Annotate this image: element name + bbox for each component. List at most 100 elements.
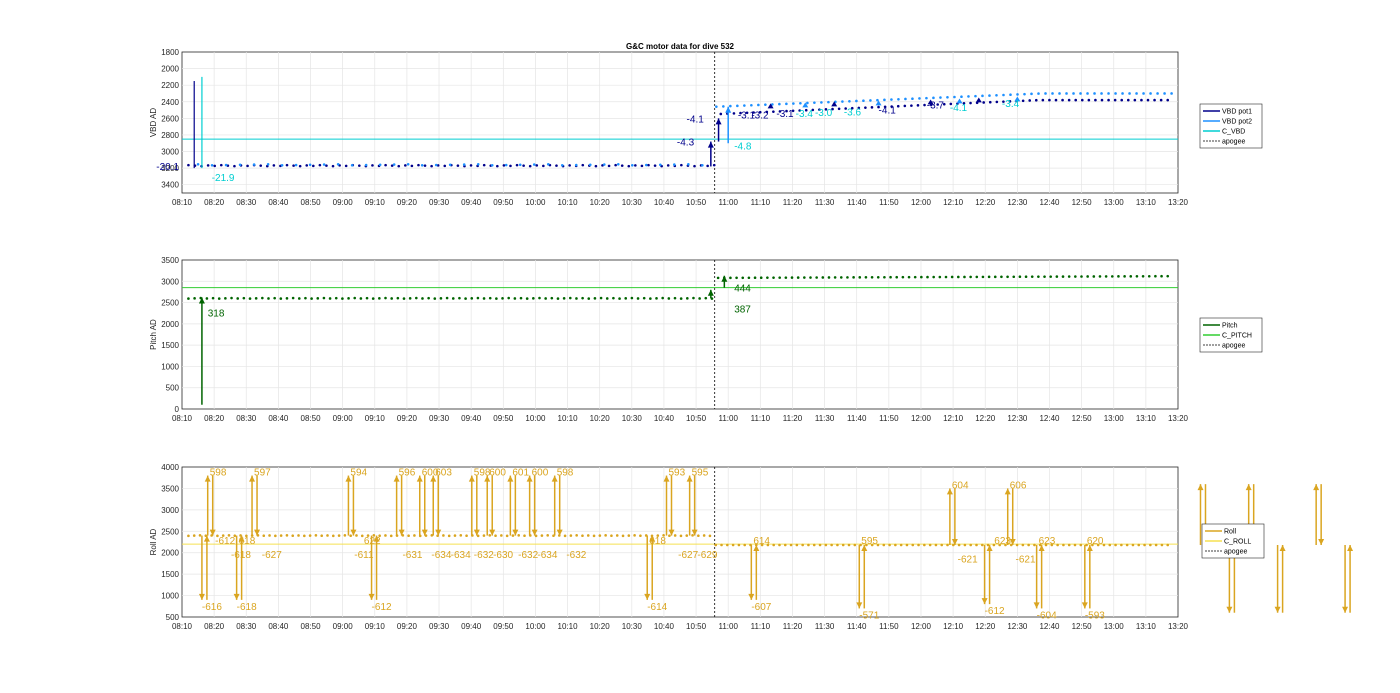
- data-point: [731, 543, 735, 547]
- data-point: [268, 534, 271, 537]
- point-annotation: 600: [489, 468, 506, 479]
- roll-move-head: [686, 475, 693, 482]
- data-point: [953, 95, 956, 99]
- data-point: [934, 543, 938, 547]
- data-point: [809, 276, 812, 279]
- x-tick-label: 13:10: [1136, 198, 1157, 207]
- data-point: [291, 296, 295, 300]
- data-point: [791, 109, 795, 113]
- data-point: [981, 94, 984, 98]
- data-point: [563, 534, 567, 538]
- x-tick-label: 09:30: [429, 622, 450, 631]
- data-point: [192, 534, 196, 537]
- data-point: [542, 164, 545, 168]
- data-point: [224, 297, 227, 300]
- panel-3: 08:10 08:20 08:30 08:40 08:50 09:00 09:10 09:20…: [149, 463, 1354, 631]
- x-tick-label: 11:10: [751, 414, 771, 423]
- point-annotation: 618: [239, 536, 256, 547]
- data-point: [750, 103, 753, 107]
- data-point: [932, 275, 935, 279]
- roll-return-head: [753, 545, 760, 551]
- x-tick-label: 10:20: [590, 414, 611, 423]
- x-tick-label: 13:00: [1104, 198, 1125, 207]
- data-point: [715, 105, 718, 108]
- y-tick-label: 1800: [161, 48, 179, 57]
- roll-move-head: [1033, 602, 1040, 609]
- data-point: [883, 98, 886, 102]
- data-point: [1114, 92, 1117, 95]
- x-tick-label: 11:30: [815, 414, 835, 423]
- vbd-move-marker: [956, 98, 963, 104]
- data-point: [560, 163, 564, 167]
- data-point: [334, 296, 338, 300]
- data-point: [1033, 543, 1036, 547]
- data-point: [447, 534, 451, 538]
- data-point: [766, 543, 770, 547]
- data-point: [680, 163, 683, 167]
- roll-move-head: [430, 475, 437, 482]
- roll-move-head: [1342, 606, 1349, 613]
- data-point: [726, 543, 729, 547]
- data-point: [326, 534, 329, 537]
- data-point: [820, 101, 823, 104]
- x-tick-label: 09:20: [397, 414, 418, 423]
- data-point: [1051, 92, 1054, 95]
- x-tick-label: 09:10: [365, 622, 386, 631]
- data-point: [384, 534, 387, 537]
- data-point: [378, 297, 381, 300]
- point-annotation: -630: [493, 550, 513, 561]
- data-point: [439, 297, 443, 300]
- point-annotation: -629: [697, 550, 717, 561]
- roll-return-head: [986, 545, 993, 551]
- x-tick-label: 08:10: [172, 198, 193, 207]
- data-point: [427, 296, 430, 300]
- data-point: [358, 164, 361, 167]
- data-point: [602, 163, 606, 166]
- data-point: [778, 110, 782, 113]
- point-annotation: -621: [958, 554, 978, 565]
- data-point: [702, 534, 706, 537]
- roll-return-head: [951, 539, 958, 545]
- data-point: [1108, 543, 1112, 547]
- data-point: [451, 297, 455, 300]
- data-point: [1170, 92, 1173, 95]
- data-point: [1074, 275, 1077, 278]
- x-tick-label: 10:20: [590, 622, 611, 631]
- x-tick-label: 08:50: [301, 414, 322, 423]
- data-point: [982, 101, 985, 104]
- data-point: [807, 543, 810, 547]
- data-point: [1141, 274, 1145, 278]
- point-annotation: -627: [262, 550, 282, 561]
- data-point: [592, 534, 596, 538]
- data-point: [350, 163, 354, 167]
- data-point: [1086, 92, 1089, 95]
- y-tick-label: 500: [166, 613, 180, 622]
- x-tick-label: 08:50: [301, 622, 322, 631]
- data-point: [735, 276, 738, 280]
- data-point: [304, 296, 307, 300]
- data-point: [714, 543, 718, 547]
- roll-return-head: [435, 529, 442, 536]
- data-point: [205, 297, 209, 300]
- x-tick-label: 12:20: [975, 198, 996, 207]
- data-point: [848, 99, 851, 103]
- data-point: [1107, 98, 1110, 102]
- x-tick-label: 12:30: [1007, 198, 1028, 207]
- data-point: [1009, 543, 1013, 547]
- data-point: [928, 543, 932, 547]
- data-point: [975, 543, 978, 547]
- data-point: [318, 163, 322, 167]
- vbd-move-marker: [875, 100, 882, 106]
- y-tick-label: 0: [175, 405, 180, 414]
- data-point: [509, 164, 512, 168]
- data-point: [538, 296, 541, 300]
- data-point: [1050, 543, 1054, 547]
- data-point: [211, 296, 215, 300]
- x-tick-label: 09:20: [397, 198, 418, 207]
- roll-move-head: [198, 593, 205, 600]
- data-point: [757, 103, 760, 107]
- data-point: [365, 296, 369, 300]
- x-tick-label: 08:20: [204, 198, 225, 207]
- data-point: [353, 296, 357, 300]
- data-point: [408, 297, 412, 300]
